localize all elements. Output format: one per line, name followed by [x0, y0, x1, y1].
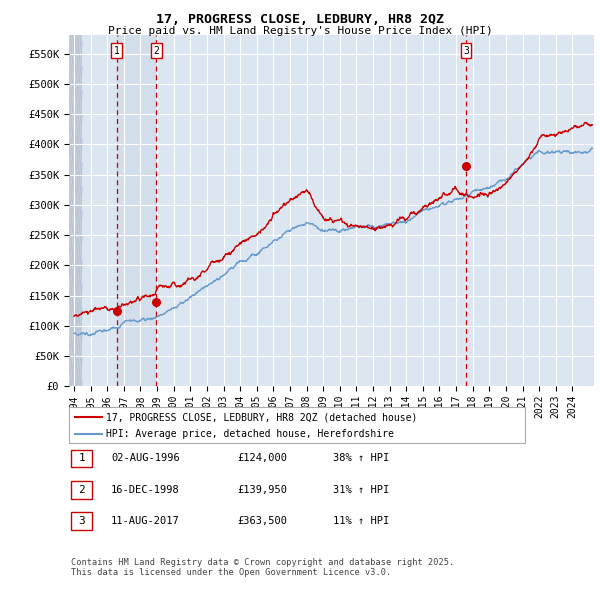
- Text: 11% ↑ HPI: 11% ↑ HPI: [333, 516, 389, 526]
- Text: £139,950: £139,950: [237, 485, 287, 494]
- Text: 31% ↑ HPI: 31% ↑ HPI: [333, 485, 389, 494]
- Text: Price paid vs. HM Land Registry's House Price Index (HPI): Price paid vs. HM Land Registry's House …: [107, 26, 493, 36]
- Text: 17, PROGRESS CLOSE, LEDBURY, HR8 2QZ: 17, PROGRESS CLOSE, LEDBURY, HR8 2QZ: [156, 13, 444, 26]
- Text: 17, PROGRESS CLOSE, LEDBURY, HR8 2QZ (detached house): 17, PROGRESS CLOSE, LEDBURY, HR8 2QZ (de…: [106, 412, 418, 422]
- Text: 2: 2: [153, 45, 159, 55]
- Text: HPI: Average price, detached house, Herefordshire: HPI: Average price, detached house, Here…: [106, 429, 394, 438]
- Bar: [117, 35, 156, 386]
- Text: 38% ↑ HPI: 38% ↑ HPI: [333, 454, 389, 463]
- Text: 11-AUG-2017: 11-AUG-2017: [111, 516, 180, 526]
- Text: £124,000: £124,000: [237, 454, 287, 463]
- Text: 2: 2: [78, 485, 85, 494]
- Text: £363,500: £363,500: [237, 516, 287, 526]
- Text: 1: 1: [78, 454, 85, 463]
- Text: 3: 3: [78, 516, 85, 526]
- Text: 3: 3: [463, 45, 469, 55]
- Text: 02-AUG-1996: 02-AUG-1996: [111, 454, 180, 463]
- Polygon shape: [69, 35, 82, 386]
- Text: Contains HM Land Registry data © Crown copyright and database right 2025.
This d: Contains HM Land Registry data © Crown c…: [71, 558, 454, 577]
- Text: 1: 1: [114, 45, 120, 55]
- Text: 16-DEC-1998: 16-DEC-1998: [111, 485, 180, 494]
